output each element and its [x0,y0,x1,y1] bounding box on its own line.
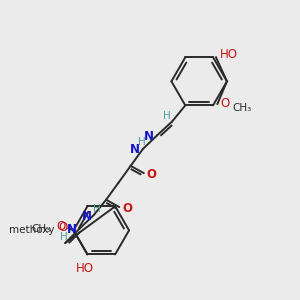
Text: H: H [163,111,171,121]
Text: H: H [60,232,68,242]
Text: HO: HO [76,262,94,275]
Text: O: O [220,98,230,110]
Text: O: O [122,202,132,215]
Text: O: O [56,220,65,233]
Text: N: N [82,210,92,223]
Text: O: O [147,168,157,181]
Text: N: N [144,130,154,143]
Text: methoxy: methoxy [9,225,55,235]
Text: O: O [58,221,68,234]
Text: H: H [138,137,146,148]
Text: HO: HO [220,48,238,61]
Text: CH₃: CH₃ [32,224,51,234]
Text: N: N [129,143,140,156]
Text: H: H [93,204,100,214]
Text: N: N [67,223,77,236]
Text: CH₃: CH₃ [232,103,251,113]
